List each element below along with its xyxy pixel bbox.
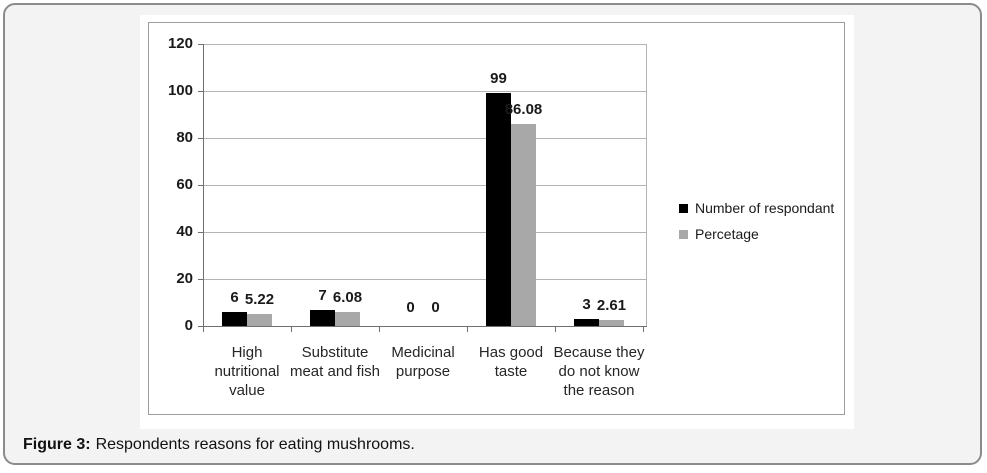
category-label: High nutritional value	[189, 343, 305, 400]
legend-square-icon	[679, 229, 688, 239]
category-label: Because they do not know the reason	[541, 343, 657, 400]
y-axis-tick	[198, 232, 203, 233]
x-axis-tick	[291, 327, 292, 332]
y-axis-tick	[198, 91, 203, 92]
bar-chart: 0 20 40 60 80 100 120 6 5.22 High nutritional value…	[148, 22, 845, 415]
x-axis-tick	[203, 327, 204, 332]
category-label: Has good taste	[453, 343, 569, 381]
y-axis-tick	[198, 138, 203, 139]
bar-value-label: 0	[406, 299, 415, 316]
bar-value-label: 3	[582, 296, 591, 313]
category-label-line: Substitute	[301, 344, 369, 361]
x-axis-tick	[379, 327, 380, 332]
figure-caption: Figure 3: Respondents reasons for eating …	[23, 435, 415, 455]
gridline	[203, 279, 646, 280]
gridline	[203, 91, 646, 92]
y-axis-tick	[198, 326, 203, 327]
category-label-line: Because they	[553, 344, 645, 361]
category-label-line: Medicinal	[391, 344, 455, 361]
bar-value-label: 6.08	[332, 289, 363, 306]
figure-caption-label: Figure 3:	[23, 436, 91, 453]
y-axis-tick-label: 60	[176, 176, 193, 193]
bar	[599, 320, 624, 326]
bar-value-label: 7	[318, 287, 327, 304]
bar-value-label: 86.08	[504, 101, 543, 118]
x-axis-tick	[467, 327, 468, 332]
bar	[222, 312, 247, 326]
category-label-line: the reason	[563, 382, 635, 399]
bar-value-label: 2.61	[596, 297, 627, 314]
gridline	[203, 138, 646, 139]
y-axis-tick	[198, 279, 203, 280]
category-label-line: do not know	[558, 363, 640, 380]
legend-item: Number of respondant	[679, 199, 834, 217]
bar	[310, 310, 335, 326]
figure-caption-text: Respondents reasons for eating mushrooms…	[95, 436, 415, 453]
legend-square-icon	[679, 203, 688, 213]
bar-value-label: 6	[230, 289, 239, 306]
gridline	[203, 232, 646, 233]
category-label-line: nutritional	[214, 363, 280, 380]
category-label-line: taste	[494, 363, 528, 380]
x-axis-line	[203, 326, 647, 327]
bar	[511, 124, 536, 326]
bar	[247, 314, 272, 326]
legend-item: Percetage	[679, 225, 834, 243]
category-label-line: purpose	[395, 363, 451, 380]
category-label-line: Has good	[478, 344, 544, 361]
category-label-line: meat and fish	[289, 363, 381, 380]
bar-value-label: 5.22	[244, 291, 275, 308]
y-axis-line	[203, 44, 204, 327]
category-label: Medicinal purpose	[365, 343, 481, 381]
x-axis-tick	[643, 327, 644, 332]
y-axis-tick-label: 40	[176, 223, 193, 240]
y-axis-tick-label: 20	[176, 270, 193, 287]
bar	[574, 319, 599, 326]
category-label: Substitute meat and fish	[277, 343, 393, 381]
y-axis-tick-label: 100	[167, 82, 193, 99]
legend-label: Number of respondant	[695, 200, 835, 216]
y-axis-tick-label: 120	[167, 35, 193, 52]
bar-value-label: 99	[490, 70, 507, 87]
bar	[335, 312, 360, 326]
y-axis-tick	[198, 44, 203, 45]
chart-image-backing: 0 20 40 60 80 100 120 6 5.22 High nutritional value…	[140, 15, 854, 429]
category-label-line: value	[229, 382, 265, 399]
plot-right-border	[646, 44, 647, 326]
y-axis-tick-label: 0	[184, 317, 193, 334]
gridline	[203, 44, 646, 45]
bar-value-label: 0	[431, 299, 440, 316]
x-axis-tick	[555, 327, 556, 332]
y-axis-tick	[198, 185, 203, 186]
gridline	[203, 185, 646, 186]
figure-panel: 0 20 40 60 80 100 120 6 5.22 High nutritional value…	[3, 3, 982, 465]
legend-label: Percetage	[695, 226, 759, 242]
chart-legend: Number of respondant Percetage	[679, 199, 834, 251]
category-label-line: High	[231, 344, 263, 361]
bar	[486, 93, 511, 326]
y-axis-tick-label: 80	[176, 129, 193, 146]
